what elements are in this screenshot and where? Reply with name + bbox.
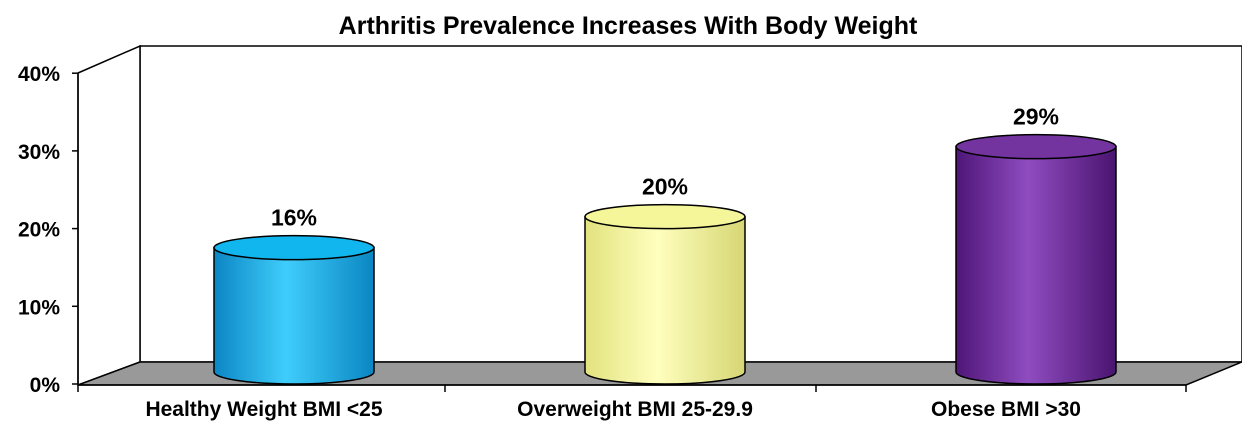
bar: 20% <box>584 174 746 385</box>
bar-body <box>955 145 1117 385</box>
x-category-label: Obese BMI >30 <box>931 398 1081 421</box>
y-tick-label: 10% <box>18 296 60 319</box>
bar: 29% <box>955 104 1117 385</box>
y-tick-label: 20% <box>18 219 60 242</box>
chart-title: Arthritis Prevalence Increases With Body… <box>339 12 918 40</box>
bars: 16% 20% 29% <box>213 104 1117 385</box>
bar-body <box>584 215 746 385</box>
y-tick-label: 40% <box>18 63 60 86</box>
bar-value-label: 20% <box>642 174 688 200</box>
bar-top <box>955 133 1117 160</box>
bar-top <box>213 234 375 261</box>
y-axis: 0% 10% 20% 30% 40% <box>18 63 79 397</box>
x-category-label: Healthy Weight BMI <25 <box>145 398 382 421</box>
y-tick-label: 30% <box>18 141 60 164</box>
bar-body <box>213 246 375 385</box>
bar: 16% <box>213 205 375 385</box>
chart-side-wall <box>77 44 141 387</box>
bar-value-label: 16% <box>271 205 317 231</box>
x-axis: Healthy Weight BMI <25 Overweight BMI 25-… <box>77 385 1187 421</box>
x-category-label: Overweight BMI 25-29.9 <box>517 398 753 421</box>
bar-value-label: 29% <box>1013 104 1059 130</box>
y-tick-label: 0% <box>30 374 61 397</box>
bar-top <box>584 203 746 230</box>
